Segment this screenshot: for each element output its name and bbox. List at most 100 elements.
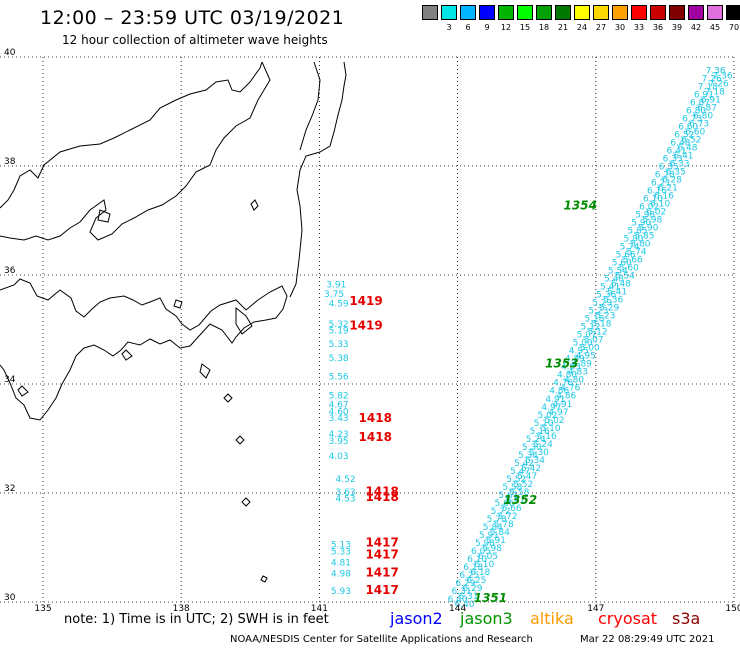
- legend-label: 42: [690, 23, 702, 32]
- swh-value: 6.41: [673, 151, 693, 161]
- swh-value: 6.87: [697, 103, 717, 113]
- swh-value: 5.80: [630, 240, 650, 250]
- swh-value: 5.41: [600, 283, 620, 293]
- swh-value: 6.29: [462, 584, 482, 594]
- swh-value: 5.78: [494, 520, 514, 530]
- swh-value: 5.47: [510, 467, 530, 477]
- swh-value: 6.31: [459, 592, 479, 602]
- swh-value: 5.54: [608, 267, 628, 277]
- swh-value: 5.66: [495, 499, 515, 509]
- swh-value: 6.73: [689, 119, 709, 129]
- legend-swatch: [707, 5, 723, 20]
- lon-tick-label: 135: [34, 604, 51, 614]
- cryosat-pass-number: 1419: [349, 294, 382, 308]
- satellite-name-jason3: jason3: [460, 609, 513, 628]
- swh-value: 6.73: [682, 114, 702, 124]
- swh-value: 5.78: [487, 515, 507, 525]
- swh-value: 5.60: [619, 264, 639, 274]
- legend-swatch: [688, 5, 704, 20]
- swh-value: 5.42: [514, 459, 534, 469]
- legend-label: 27: [595, 23, 607, 32]
- swh-value: 5.98: [635, 211, 655, 221]
- swh-value: 5.36: [603, 296, 623, 306]
- legend-swatch: [726, 5, 740, 20]
- swh-value: 6.52: [681, 135, 701, 145]
- jason3-track-values: 7.367.367.267.267.187.186.916.916.876.87…: [448, 66, 733, 610]
- cryosat-pass-number: 1419: [349, 319, 382, 333]
- swh-value: 6.35: [666, 167, 686, 177]
- legend-label: 9: [484, 23, 490, 32]
- swh-value: 4.89: [565, 355, 585, 365]
- legend-swatch: [650, 5, 666, 20]
- cryosat-pass-number: 1417: [365, 565, 398, 579]
- swh-value: 5.61: [498, 491, 518, 501]
- legend-swatch: [574, 5, 590, 20]
- swh-value: 5.80: [623, 235, 643, 245]
- legend-swatch: [593, 5, 609, 20]
- swh-value: 5.00: [580, 344, 600, 354]
- swh-value: 4.81: [331, 558, 351, 568]
- legend-swatch: [631, 5, 647, 20]
- satellite-name-cryosat: cryosat: [598, 609, 658, 628]
- legend-label: 39: [671, 23, 683, 32]
- swh-value: 6.31: [452, 587, 472, 597]
- swh-value: 7.26: [709, 79, 729, 89]
- swh-value: 5.32: [329, 320, 349, 330]
- legend-swatch: [536, 5, 552, 20]
- lon-tick-label: 138: [173, 604, 190, 614]
- swh-value: 6.16: [647, 186, 667, 196]
- legend-label: 21: [557, 23, 569, 32]
- swh-value: 5.13: [331, 541, 351, 551]
- swh-value: 4.52: [336, 475, 356, 485]
- swh-value: 5.33: [329, 340, 349, 350]
- swh-value: 4.95: [569, 347, 589, 357]
- legend-label: 18: [538, 23, 550, 32]
- swh-value: 4.76: [560, 384, 580, 394]
- legend-label: 3: [446, 23, 452, 32]
- swh-value: 5.56: [329, 373, 349, 383]
- lon-tick-label: 147: [587, 604, 604, 614]
- satellite-name-s3a: s3a: [672, 609, 701, 628]
- lat-tick-label: 36: [4, 266, 16, 276]
- swh-value: 5.07: [584, 336, 604, 346]
- swh-value: 4.67: [329, 400, 349, 410]
- swh-value: 6.25: [466, 576, 486, 586]
- swh-value: 6.10: [643, 195, 663, 205]
- swh-value: 5.23: [595, 312, 615, 322]
- swh-value: 6.33: [670, 159, 690, 169]
- swh-value: 6.18: [463, 563, 483, 573]
- legend-swatch: [555, 5, 571, 20]
- legend-label: 12: [500, 23, 512, 32]
- swh-value: 6.52: [674, 130, 694, 140]
- jason3-pass-number: 1351: [474, 591, 507, 605]
- swh-value: 4.76: [553, 379, 573, 389]
- legend-swatch: [460, 5, 476, 20]
- jason3-pass-number: 1352: [504, 493, 537, 507]
- legend-swatch: [441, 5, 457, 20]
- swh-value: 6.60: [678, 122, 698, 132]
- swh-value: 5.58: [502, 483, 522, 493]
- swh-value: 6.80: [686, 106, 706, 116]
- swh-value: 4.53: [336, 495, 356, 505]
- swh-value: 4.91: [552, 400, 572, 410]
- map-subtitle: 12 hour collection of altimeter wave hei…: [62, 33, 328, 47]
- swh-value: 6.10: [467, 555, 487, 565]
- swh-value: 7.18: [705, 87, 725, 97]
- swh-value: 4.80: [557, 371, 577, 381]
- swh-value: 4.59: [329, 300, 349, 310]
- swh-value: 5.48: [611, 280, 631, 290]
- swh-value: 5.24: [526, 435, 546, 445]
- timestamp: Mar 22 08:29:49 UTC 2021: [580, 634, 715, 645]
- cryosat-pass-number: 1418: [359, 430, 392, 444]
- swh-value: 5.90: [631, 219, 651, 229]
- swh-value: 5.52: [506, 475, 526, 485]
- lat-tick-label: 40: [4, 48, 16, 58]
- swh-value: 4.95: [576, 352, 596, 362]
- swh-value: 4.83: [561, 363, 581, 373]
- map-title: 12:00 – 23:59 UTC 03/19/2021: [40, 7, 345, 29]
- swh-value: 7.26: [702, 74, 722, 84]
- swh-value: 5.93: [331, 587, 351, 597]
- swh-value: 6.02: [646, 208, 666, 218]
- swh-value: 6.21: [651, 178, 671, 188]
- swh-value: 5.18: [591, 320, 611, 330]
